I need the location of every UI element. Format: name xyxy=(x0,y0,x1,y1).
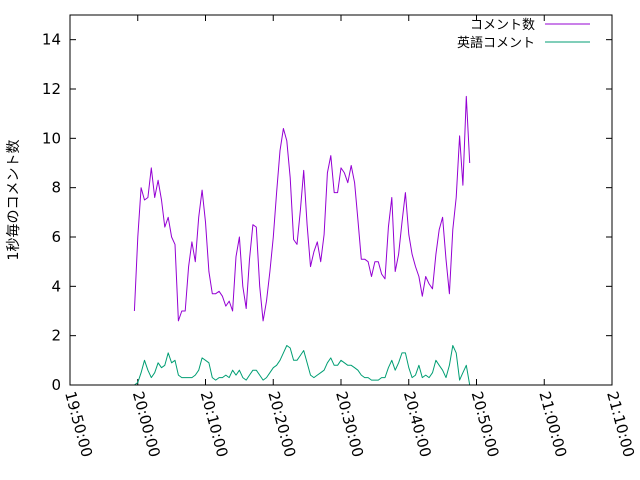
series-line-comments xyxy=(133,95,471,322)
plot-frame xyxy=(69,14,613,386)
series xyxy=(133,95,471,386)
legend-label-english-comments: 英語コメント xyxy=(457,35,535,51)
y-tick-label: 0 xyxy=(51,376,61,394)
legend: コメント数 英語コメント xyxy=(457,18,590,51)
series-line-english-comments xyxy=(134,345,471,386)
y-tick-label: 4 xyxy=(51,277,61,295)
y-tick-label: 8 xyxy=(51,179,61,197)
y-tick-label: 6 xyxy=(51,228,61,246)
y-axis-label: 1秒毎のコメント数 xyxy=(6,140,22,261)
y-tick-label: 2 xyxy=(51,327,61,345)
y-tick-label: 12 xyxy=(42,80,61,98)
legend-label-comments: コメント数 xyxy=(470,18,535,33)
y-tick-label: 14 xyxy=(42,31,61,49)
y-tick-label: 10 xyxy=(42,129,61,147)
